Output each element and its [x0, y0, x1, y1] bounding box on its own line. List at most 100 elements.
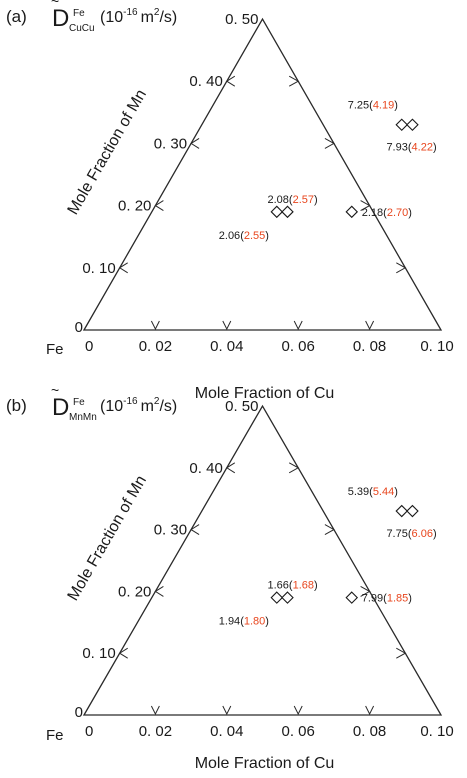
- paren-close: ): [433, 142, 437, 154]
- corner-label: Fe: [46, 727, 64, 744]
- data-point-value: 2.06: [219, 230, 240, 242]
- data-point-value: 7.75: [386, 528, 407, 540]
- paren-open: (: [383, 207, 387, 219]
- quantity-symbol: D: [52, 394, 69, 421]
- x-tick-mark: [293, 320, 303, 331]
- data-point-diamond: [281, 205, 294, 219]
- data-point-diamond: [395, 118, 409, 132]
- data-point-label: 2.06(2.55): [219, 230, 269, 242]
- paren-close: ): [394, 486, 398, 498]
- y-tick-mark: [225, 75, 236, 87]
- x-axis-title: Mole Fraction of Cu: [195, 385, 335, 402]
- x-tick-label: 0. 10: [420, 723, 453, 740]
- paren-open: (: [369, 486, 373, 498]
- corner-label: Fe: [46, 341, 64, 358]
- data-point-label: 7.99(1.85): [362, 593, 412, 605]
- right-tick-mark: [396, 647, 407, 659]
- data-point-reference: 4.19: [373, 100, 394, 112]
- x-tick-label: 0. 06: [282, 723, 315, 740]
- data-point-value: 1.66: [267, 580, 288, 592]
- data-point-label: 7.75(6.06): [386, 528, 436, 540]
- x-tick-mark: [365, 320, 375, 331]
- data-point-diamond: [395, 504, 409, 518]
- y-tick-label: 0. 10: [82, 260, 115, 277]
- y-tick-mark: [154, 585, 164, 597]
- quantity-units: (10-16 m2/s): [100, 7, 177, 26]
- data-point-label: 1.94(1.80): [219, 616, 269, 628]
- data-point-reference: 6.06: [412, 528, 433, 540]
- x-tick-label: 0. 02: [139, 338, 172, 355]
- x-tick-mark: [150, 320, 160, 331]
- data-point-value: 7.93: [386, 142, 407, 154]
- x-tick-label: 0. 02: [139, 723, 172, 740]
- quantity-superscript: Fe: [73, 8, 85, 19]
- data-point-label: 1.66(1.68): [267, 580, 317, 592]
- data-point-diamond: [345, 591, 359, 604]
- y-tick-label: 0. 20: [118, 583, 151, 600]
- ternary-panel-1: 0 0. 02 0. 04 0. 06 0. 08 0. 10 0 0. 10 0. 20 0. …: [6, 0, 454, 402]
- quantity-subscript: CuCu: [69, 23, 95, 34]
- tilde-mark: ~: [51, 0, 59, 9]
- y-tick-label: 0. 30: [154, 135, 187, 152]
- x-tick-label: 0. 08: [353, 338, 386, 355]
- units-exponent: -16: [123, 396, 138, 407]
- data-point-diamond: [345, 205, 359, 219]
- x-tick-label: 0. 04: [210, 338, 243, 355]
- data-point-reference: 2.55: [244, 230, 265, 242]
- data-point-reference: 1.85: [387, 593, 408, 605]
- x-tick-mark: [365, 705, 375, 716]
- right-tick-mark: [288, 75, 300, 87]
- paren-open: (: [408, 528, 412, 540]
- data-point-reference: 5.44: [373, 486, 394, 498]
- x-tick-mark: [222, 320, 232, 331]
- units-exponent: -16: [123, 7, 138, 18]
- data-point-diamond: [270, 591, 284, 604]
- panel-label: (a): [6, 7, 27, 26]
- x-axis-title: Mole Fraction of Cu: [195, 755, 335, 772]
- right-tick-mark: [324, 524, 335, 536]
- paren-open: (: [240, 616, 244, 628]
- data-point-value: 5.39: [348, 486, 369, 498]
- y-tick-label: 0: [75, 319, 83, 336]
- ternary-triangle: [82, 17, 443, 331]
- paren-open: (: [240, 230, 244, 242]
- tilde-mark: ~: [51, 382, 59, 398]
- x-tick-label: 0. 08: [353, 723, 386, 740]
- y-tick-mark: [118, 647, 128, 659]
- right-tick-mark: [360, 585, 371, 597]
- y-tick-mark: [190, 137, 200, 149]
- data-point-value: 1.94: [219, 616, 240, 628]
- data-point-label: 7.25(4.19): [348, 100, 398, 112]
- right-tick-mark: [288, 462, 300, 474]
- y-tick-mark: [190, 524, 200, 536]
- data-point-reference: 1.68: [293, 580, 314, 592]
- paren-close: ): [408, 207, 412, 219]
- units-metre-exponent: 2: [154, 7, 160, 18]
- paren-close: ): [408, 593, 412, 605]
- panel-label: (b): [6, 396, 27, 415]
- x-tick-label: 0. 10: [420, 338, 453, 355]
- data-point-diamond: [270, 205, 284, 219]
- right-tick-mark: [360, 200, 371, 212]
- units-base: (10: [100, 9, 123, 26]
- data-point-label: 5.39(5.44): [348, 486, 398, 498]
- paren-close: ): [433, 528, 437, 540]
- quantity-superscript: Fe: [73, 397, 85, 408]
- data-point-label: 2.18(2.70): [362, 207, 412, 219]
- data-point-reference: 2.70: [387, 207, 408, 219]
- y-tick-mark: [118, 262, 128, 274]
- paren-close: ): [314, 580, 318, 592]
- x-tick-label: 0. 04: [210, 723, 243, 740]
- data-point-diamond: [406, 504, 419, 518]
- paren-close: ): [314, 194, 318, 206]
- ternary-triangle: [82, 404, 443, 716]
- ternary-panel-2: 0 0. 02 0. 04 0. 06 0. 08 0. 10 0 0. 10 0. 20 0. …: [6, 382, 454, 772]
- right-tick-mark: [396, 262, 407, 274]
- units-metre: m: [141, 9, 154, 26]
- y-tick-mark: [154, 200, 164, 212]
- y-tick-mark: [225, 462, 236, 474]
- data-point-value: 7.99: [362, 593, 383, 605]
- y-tick-label: 0. 50: [225, 398, 258, 415]
- right-tick-mark: [324, 137, 335, 149]
